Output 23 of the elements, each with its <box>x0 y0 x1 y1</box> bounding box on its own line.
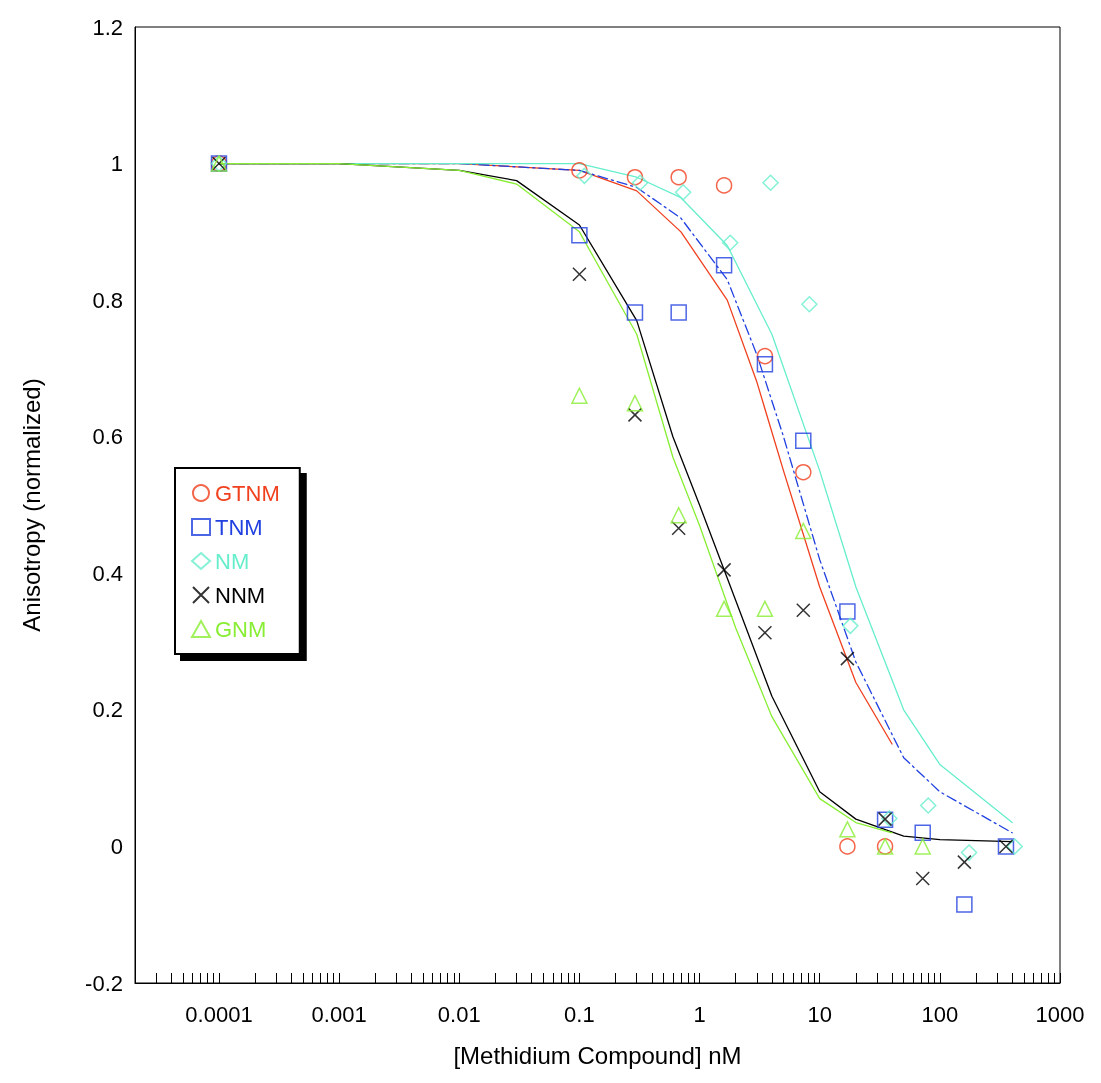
legend-label: GTNM <box>215 480 280 506</box>
x-tick-label: 10 <box>807 1001 832 1027</box>
x-tick-label: 1000 <box>1035 1001 1085 1027</box>
y-tick-label: -0.2 <box>85 970 123 996</box>
y-tick-label: 0.2 <box>92 697 123 723</box>
legend-label: NM <box>215 548 250 574</box>
legend-label: NNM <box>215 582 266 608</box>
x-tick-label: 0.001 <box>311 1001 367 1027</box>
y-tick-label: 1 <box>110 151 123 177</box>
legend-label: TNM <box>215 514 263 540</box>
x-tick-label: 0.01 <box>437 1001 481 1027</box>
y-tick-label: 0.8 <box>92 287 123 313</box>
y-axis-title: Anisotropy (normalized) <box>17 378 45 632</box>
x-axis-title: [Methidium Compound] nM <box>453 1041 742 1069</box>
x-tick-label: 0.0001 <box>185 1001 253 1027</box>
y-tick-label: 0 <box>110 833 123 859</box>
legend-label: GNM <box>215 616 267 642</box>
x-tick-label: 0.1 <box>564 1001 595 1027</box>
x-tick-label: 100 <box>921 1001 959 1027</box>
y-tick-label: 1.2 <box>92 14 123 40</box>
x-tick-label: 1 <box>693 1001 706 1027</box>
y-tick-label: 0.6 <box>92 424 123 450</box>
y-tick-label: 0.4 <box>92 560 123 586</box>
